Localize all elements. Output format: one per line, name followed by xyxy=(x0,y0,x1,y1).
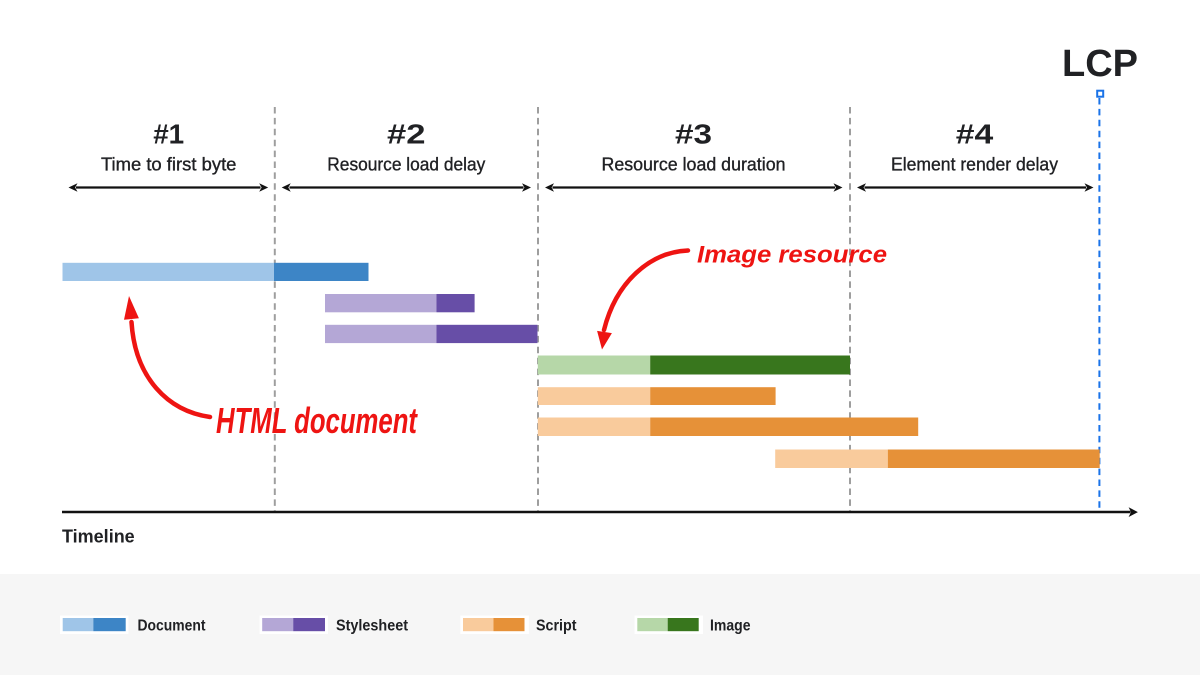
svg-text:HTML document: HTML document xyxy=(216,400,418,441)
svg-text:Time to first byte: Time to first byte xyxy=(101,154,237,175)
svg-text:Image: Image xyxy=(710,618,751,635)
svg-text:Script: Script xyxy=(536,618,577,635)
svg-text:Document: Document xyxy=(138,618,206,635)
svg-text:Element render delay: Element render delay xyxy=(891,154,1059,175)
svg-text:#2: #2 xyxy=(387,119,426,150)
svg-text:#1: #1 xyxy=(153,119,184,150)
svg-text:Timeline: Timeline xyxy=(62,527,135,547)
svg-text:#3: #3 xyxy=(675,119,712,150)
svg-text:Resource load delay: Resource load delay xyxy=(327,154,486,175)
svg-text:LCP: LCP xyxy=(1062,43,1138,85)
svg-text:Resource load duration: Resource load duration xyxy=(602,154,786,175)
svg-text:Stylesheet: Stylesheet xyxy=(336,618,408,635)
svg-text:Image resource: Image resource xyxy=(697,242,887,269)
svg-text:#4: #4 xyxy=(956,119,994,150)
